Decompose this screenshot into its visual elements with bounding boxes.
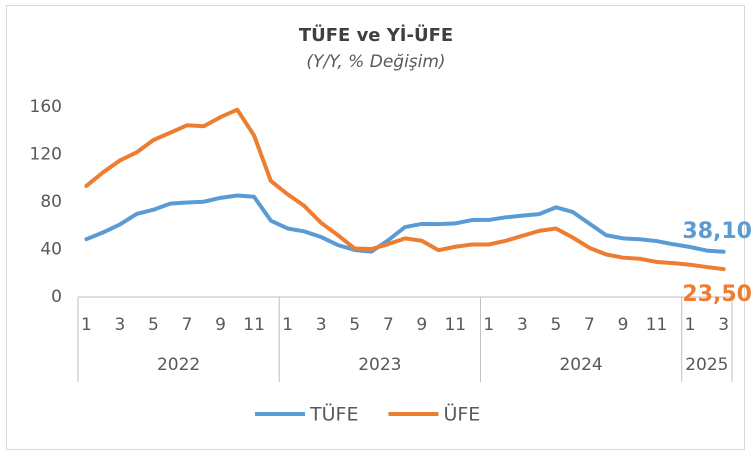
x-tick-label: 1 xyxy=(282,315,293,335)
x-tick-label: 3 xyxy=(316,315,327,335)
x-tick-label: 9 xyxy=(215,315,226,335)
chart-title: TÜFE ve Yİ-ÜFE xyxy=(299,24,453,46)
series-line xyxy=(84,193,726,254)
year-label: 2025 xyxy=(685,355,728,375)
year-label: 2024 xyxy=(559,355,602,375)
x-tick-label: 9 xyxy=(416,315,427,335)
x-tick-label: 3 xyxy=(718,315,729,335)
x-tick-label: 5 xyxy=(148,315,159,335)
year-label: 2022 xyxy=(157,355,200,375)
x-tick-label: 3 xyxy=(517,315,528,335)
x-tick-label: 5 xyxy=(349,315,360,335)
x-tick-label: 9 xyxy=(618,315,629,335)
y-tick-label: 0 xyxy=(51,287,62,307)
y-tick-label: 160 xyxy=(30,97,62,117)
y-tick-label: 80 xyxy=(40,192,62,212)
x-tick-label: 1 xyxy=(685,315,696,335)
x-tick-label: 3 xyxy=(115,315,126,335)
x-tick-label: 1 xyxy=(483,315,494,335)
chart-subtitle: (Y/Y, % Değişim) xyxy=(306,52,445,72)
y-tick-label: 120 xyxy=(30,145,62,165)
x-tick-label: 11 xyxy=(243,315,265,335)
x-tick-label: 7 xyxy=(383,315,394,335)
x-tick-label: 11 xyxy=(444,315,466,335)
x-tick-label: 5 xyxy=(551,315,562,335)
end-value-label: 23,50 xyxy=(682,282,752,307)
legend-label: TÜFE xyxy=(309,403,358,426)
end-value-label: 38,10 xyxy=(682,219,752,244)
y-tick-label: 40 xyxy=(40,240,62,260)
x-tick-label: 11 xyxy=(646,315,668,335)
legend-label: ÜFE xyxy=(443,403,480,426)
year-label: 2023 xyxy=(358,355,401,375)
series-line xyxy=(84,107,726,272)
chart-border xyxy=(6,5,745,450)
x-tick-label: 7 xyxy=(182,315,193,335)
x-tick-label: 1 xyxy=(81,315,92,335)
x-tick-label: 7 xyxy=(584,315,595,335)
